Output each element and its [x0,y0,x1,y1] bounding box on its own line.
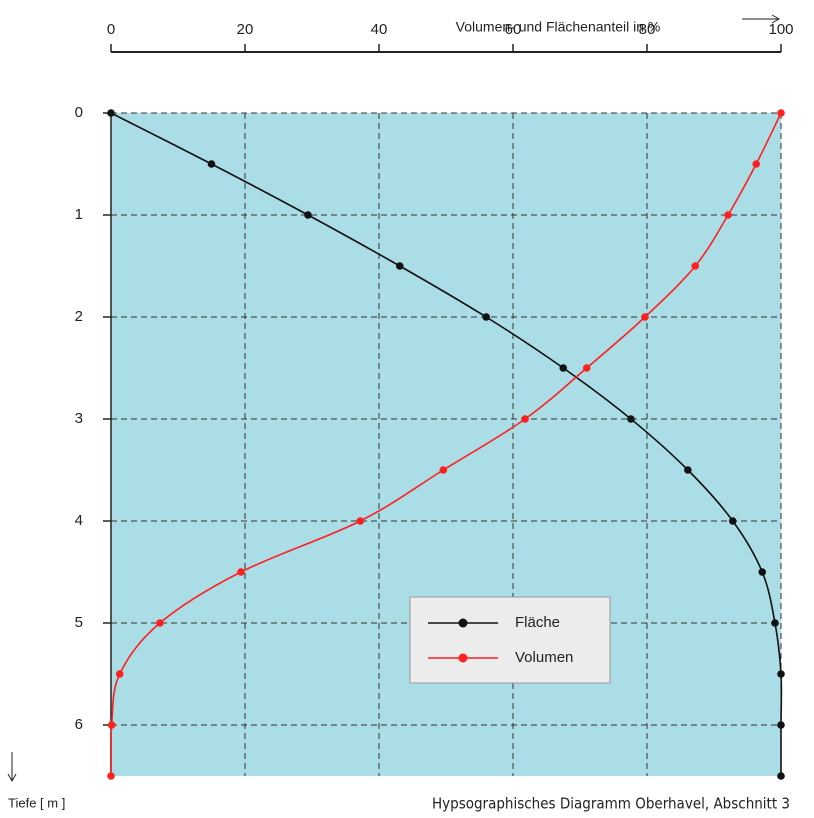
data-point [582,364,591,372]
x-tick-label: 80 [639,21,656,38]
y-tick-label: 3 [75,410,83,427]
data-point [777,721,785,729]
legend-label: Fläche [515,614,560,631]
data-point [724,211,732,219]
data-point [771,619,779,627]
series-line [110,112,782,777]
legend-box [409,596,611,684]
data-point [107,772,115,780]
caption: Hypsographisches Diagramm Oberhavel, Abs… [432,795,790,813]
data-point [356,517,365,525]
data-point [758,568,767,576]
data-point [207,160,216,168]
data-point [115,670,124,678]
y-tick-label: 2 [75,308,83,325]
data-point [156,619,164,627]
data-point [559,364,568,372]
y-tick-label: 6 [75,716,83,733]
x-tick-label: 60 [505,21,522,38]
data-point [691,262,700,270]
x-tick-label: 0 [107,21,115,38]
data-point [521,415,529,423]
data-point [627,415,635,423]
data-point [684,466,692,474]
y-axis-label: Tiefe [ m ] [8,795,65,810]
y-tick-label: 0 [75,104,83,121]
y-tick-label: 4 [75,512,83,529]
x-arrow-head [771,14,781,24]
data-point [107,109,115,117]
data-point [777,772,785,780]
legend-marker [458,618,468,628]
y-tick-label: 1 [75,206,83,223]
data-point [237,568,245,576]
x-tick-label: 20 [237,21,254,38]
data-point [304,211,312,219]
data-point [439,466,448,474]
data-point [107,721,116,729]
data-point [752,160,761,168]
x-tick-label: 40 [371,21,388,38]
y-tick-label: 5 [75,614,83,631]
data-point [482,313,491,321]
x-tick-label: 100 [768,21,793,38]
legend-label: Volumen [515,649,573,666]
legend-marker [458,653,468,663]
data-point [641,313,649,321]
y-arrow-head [7,773,17,783]
data-point [777,670,785,678]
data-point [728,517,737,525]
x-axis-label: Volumen- und Flächenanteil in % [456,19,661,35]
data-point [777,109,785,117]
data-point [395,262,404,270]
